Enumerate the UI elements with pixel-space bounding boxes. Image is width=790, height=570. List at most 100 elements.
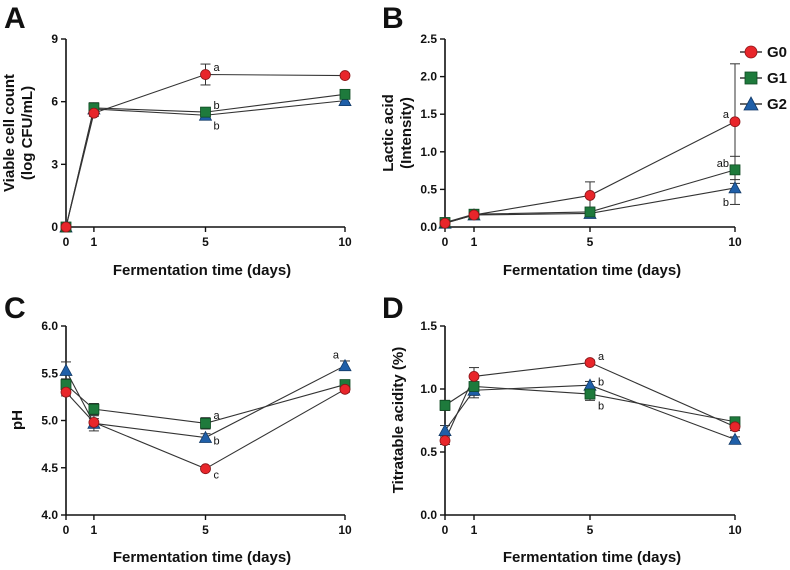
x-tick-label-a: 5: [202, 235, 209, 249]
data-point-g0-d: [468, 370, 480, 382]
data-point-g2-b: [728, 181, 742, 194]
y-axis-title-a-line1: Viable cell count: [1, 74, 18, 192]
y-tick-label-d: 0.0: [420, 508, 437, 522]
y-tick-label-a: 9: [51, 32, 58, 46]
y-tick-label-c: 5.0: [41, 414, 58, 428]
data-point-g0-b: [468, 209, 480, 221]
y-tick-label-a: 3: [51, 157, 58, 171]
legend-label-g1: G1: [767, 70, 787, 87]
x-tick-label-c: 5: [202, 523, 209, 537]
panel-b: B Fermentation time (days) Lactic acid (…: [380, 2, 742, 279]
significance-label-a: b: [214, 121, 220, 133]
y-tick-label-b: 2.0: [420, 70, 437, 84]
series-line-g1-d: [444, 385, 736, 423]
series-line-g1-b: [444, 169, 736, 224]
panel-letter-d: D: [382, 292, 404, 325]
data-point-g0-a: [339, 70, 351, 81]
data-point-g0-a: [60, 221, 72, 233]
y-tick-label-a: 6: [51, 95, 58, 109]
y-tick-label-b: 2.5: [420, 32, 437, 46]
legend-marker-g1: [744, 71, 758, 85]
y-tick-label-a: 0: [51, 220, 58, 234]
series-line-g0-d: [444, 361, 736, 441]
y-tick-label-c: 5.5: [41, 366, 58, 380]
data-point-g1-d: [468, 381, 480, 392]
significance-label-b: a: [723, 109, 730, 121]
y-axis-title-d: Titratable acidity (%): [390, 347, 407, 493]
panel-letter-b: B: [382, 2, 404, 35]
series-line-g2-b: [444, 187, 736, 224]
series-line-g0-c: [65, 388, 346, 470]
data-point-g0-b: [584, 190, 596, 201]
data-point-g1-a: [339, 88, 351, 100]
data-point-g0-d: [729, 421, 741, 433]
data-point-g1-b: [584, 206, 596, 218]
y-axis-title-a-line2: (log CFU/mL): [19, 86, 36, 180]
x-tick-label-b: 10: [728, 235, 742, 249]
y-tick-label-c: 4.5: [41, 461, 58, 475]
significance-label-c: b: [214, 435, 220, 447]
data-point-g2-c: [59, 363, 73, 376]
y-tick-label-c: 4.0: [41, 508, 58, 522]
legend-marker-g2: [743, 96, 759, 111]
data-point-g2-a: [338, 93, 352, 107]
data-point-g0-d: [439, 435, 451, 447]
x-tick-label-c: 10: [338, 523, 352, 537]
series-line-g2-a: [65, 100, 346, 228]
y-tick-label-d: 0.5: [420, 445, 437, 459]
x-tick-label-d: 10: [728, 523, 742, 537]
x-axis-title-a: Fermentation time (days): [113, 262, 291, 279]
y-axis-title-c: pH: [9, 410, 26, 430]
legend-item-g1: G1: [740, 70, 787, 87]
data-point-g2-d: [583, 378, 597, 391]
x-tick-label-a: 0: [63, 235, 70, 249]
significance-label-d: b: [598, 400, 604, 412]
data-point-g0-b: [729, 116, 741, 128]
x-tick-label-c: 1: [91, 523, 98, 537]
data-point-g2-c: [198, 430, 213, 443]
legend-label-g0: G0: [767, 44, 787, 61]
significance-label-a: a: [214, 62, 221, 74]
series-line-g0-a: [65, 73, 346, 228]
data-point-g1-b: [729, 164, 741, 176]
significance-label-b: b: [723, 197, 729, 209]
significance-label-c: c: [214, 469, 220, 481]
series-line-g2-d: [444, 384, 736, 440]
panel-a: A Fermentation time (days) Viable cell c…: [1, 2, 352, 279]
data-point-g1-d: [439, 399, 451, 411]
x-axis-title-c: Fermentation time (days): [113, 549, 291, 566]
legend-item-g2: G2: [740, 96, 787, 113]
y-tick-label-d: 1.0: [420, 382, 437, 396]
data-point-g2-c: [338, 358, 352, 372]
series-line-g2-c: [65, 365, 346, 439]
significance-label-b: ab: [717, 158, 729, 170]
data-point-g1-d: [584, 388, 596, 400]
significance-label-c: a: [214, 410, 221, 422]
legend-marker-g0: [744, 45, 758, 59]
x-tick-label-b: 1: [471, 235, 478, 249]
data-point-g0-c: [88, 416, 100, 428]
legend-item-g0: G0: [740, 44, 787, 61]
data-point-g0-d: [584, 357, 596, 368]
x-tick-label-a: 10: [338, 235, 352, 249]
data-point-g1-a: [200, 106, 211, 118]
data-point-g1-c: [200, 417, 211, 429]
data-point-g0-a: [88, 107, 100, 119]
data-point-g0-c: [339, 383, 351, 395]
x-tick-label-b: 5: [587, 235, 594, 249]
significance-label-c: a: [333, 349, 340, 361]
y-tick-label-c: 6.0: [41, 319, 58, 333]
data-point-g2-d: [728, 432, 742, 445]
panel-letter-a: A: [4, 2, 26, 35]
significance-label-d: b: [598, 376, 604, 388]
data-point-g0-b: [439, 217, 451, 229]
y-axis-title-b-line2: (Intensity): [398, 97, 415, 169]
y-axis-title-b-line1: Lactic acid: [380, 94, 397, 172]
y-tick-label-b: 0.5: [420, 182, 437, 196]
y-tick-label-d: 1.5: [420, 319, 437, 333]
panel-letter-c: C: [4, 292, 26, 325]
x-axis-title-b: Fermentation time (days): [503, 262, 681, 279]
x-tick-label-c: 0: [63, 523, 70, 537]
x-tick-label-d: 0: [442, 523, 449, 537]
